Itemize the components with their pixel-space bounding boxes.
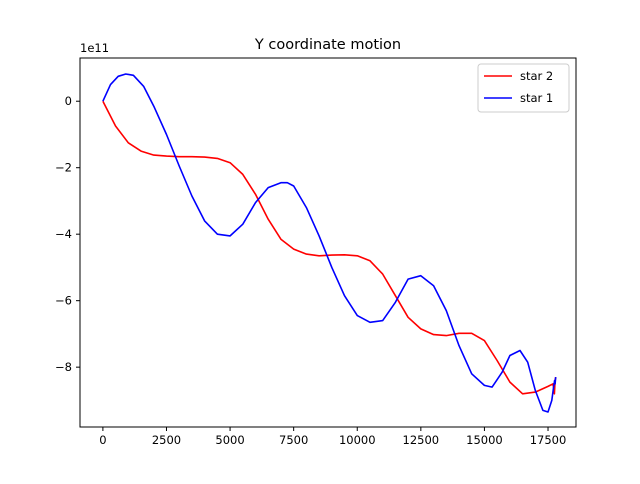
series-line-2 bbox=[102, 73, 557, 413]
x-tick-label: 0 bbox=[99, 433, 106, 447]
axis-ticks: 0 2500 5000 7500 10000 12500 15000 17500 0 −2 −4 −6… bbox=[55, 94, 566, 447]
y-tick-label: −4 bbox=[55, 227, 72, 241]
x-tick-label: 12500 bbox=[403, 433, 440, 447]
x-tick-label: 17500 bbox=[530, 433, 567, 447]
x-tick-label: 10000 bbox=[339, 433, 376, 447]
chart-title: Y coordinate motion bbox=[254, 37, 401, 53]
legend-label: star 2 bbox=[520, 69, 553, 83]
x-tick-label: 7500 bbox=[279, 433, 308, 447]
x-tick-label: 5000 bbox=[215, 433, 244, 447]
plot-series bbox=[102, 73, 557, 413]
y-tick-label: −6 bbox=[55, 294, 72, 308]
series-line-1 bbox=[102, 100, 557, 395]
legend: star 2 star 1 bbox=[477, 63, 570, 113]
y-tick-label: −8 bbox=[55, 360, 72, 374]
x-tick-label: 15000 bbox=[466, 433, 503, 447]
y-tick-label: 0 bbox=[65, 94, 72, 108]
y-offset-label: 1e11 bbox=[80, 41, 109, 55]
legend-label: star 1 bbox=[520, 91, 553, 105]
x-tick-label: 2500 bbox=[152, 433, 181, 447]
y-tick-label: −2 bbox=[55, 161, 72, 175]
plot-area bbox=[79, 57, 577, 428]
